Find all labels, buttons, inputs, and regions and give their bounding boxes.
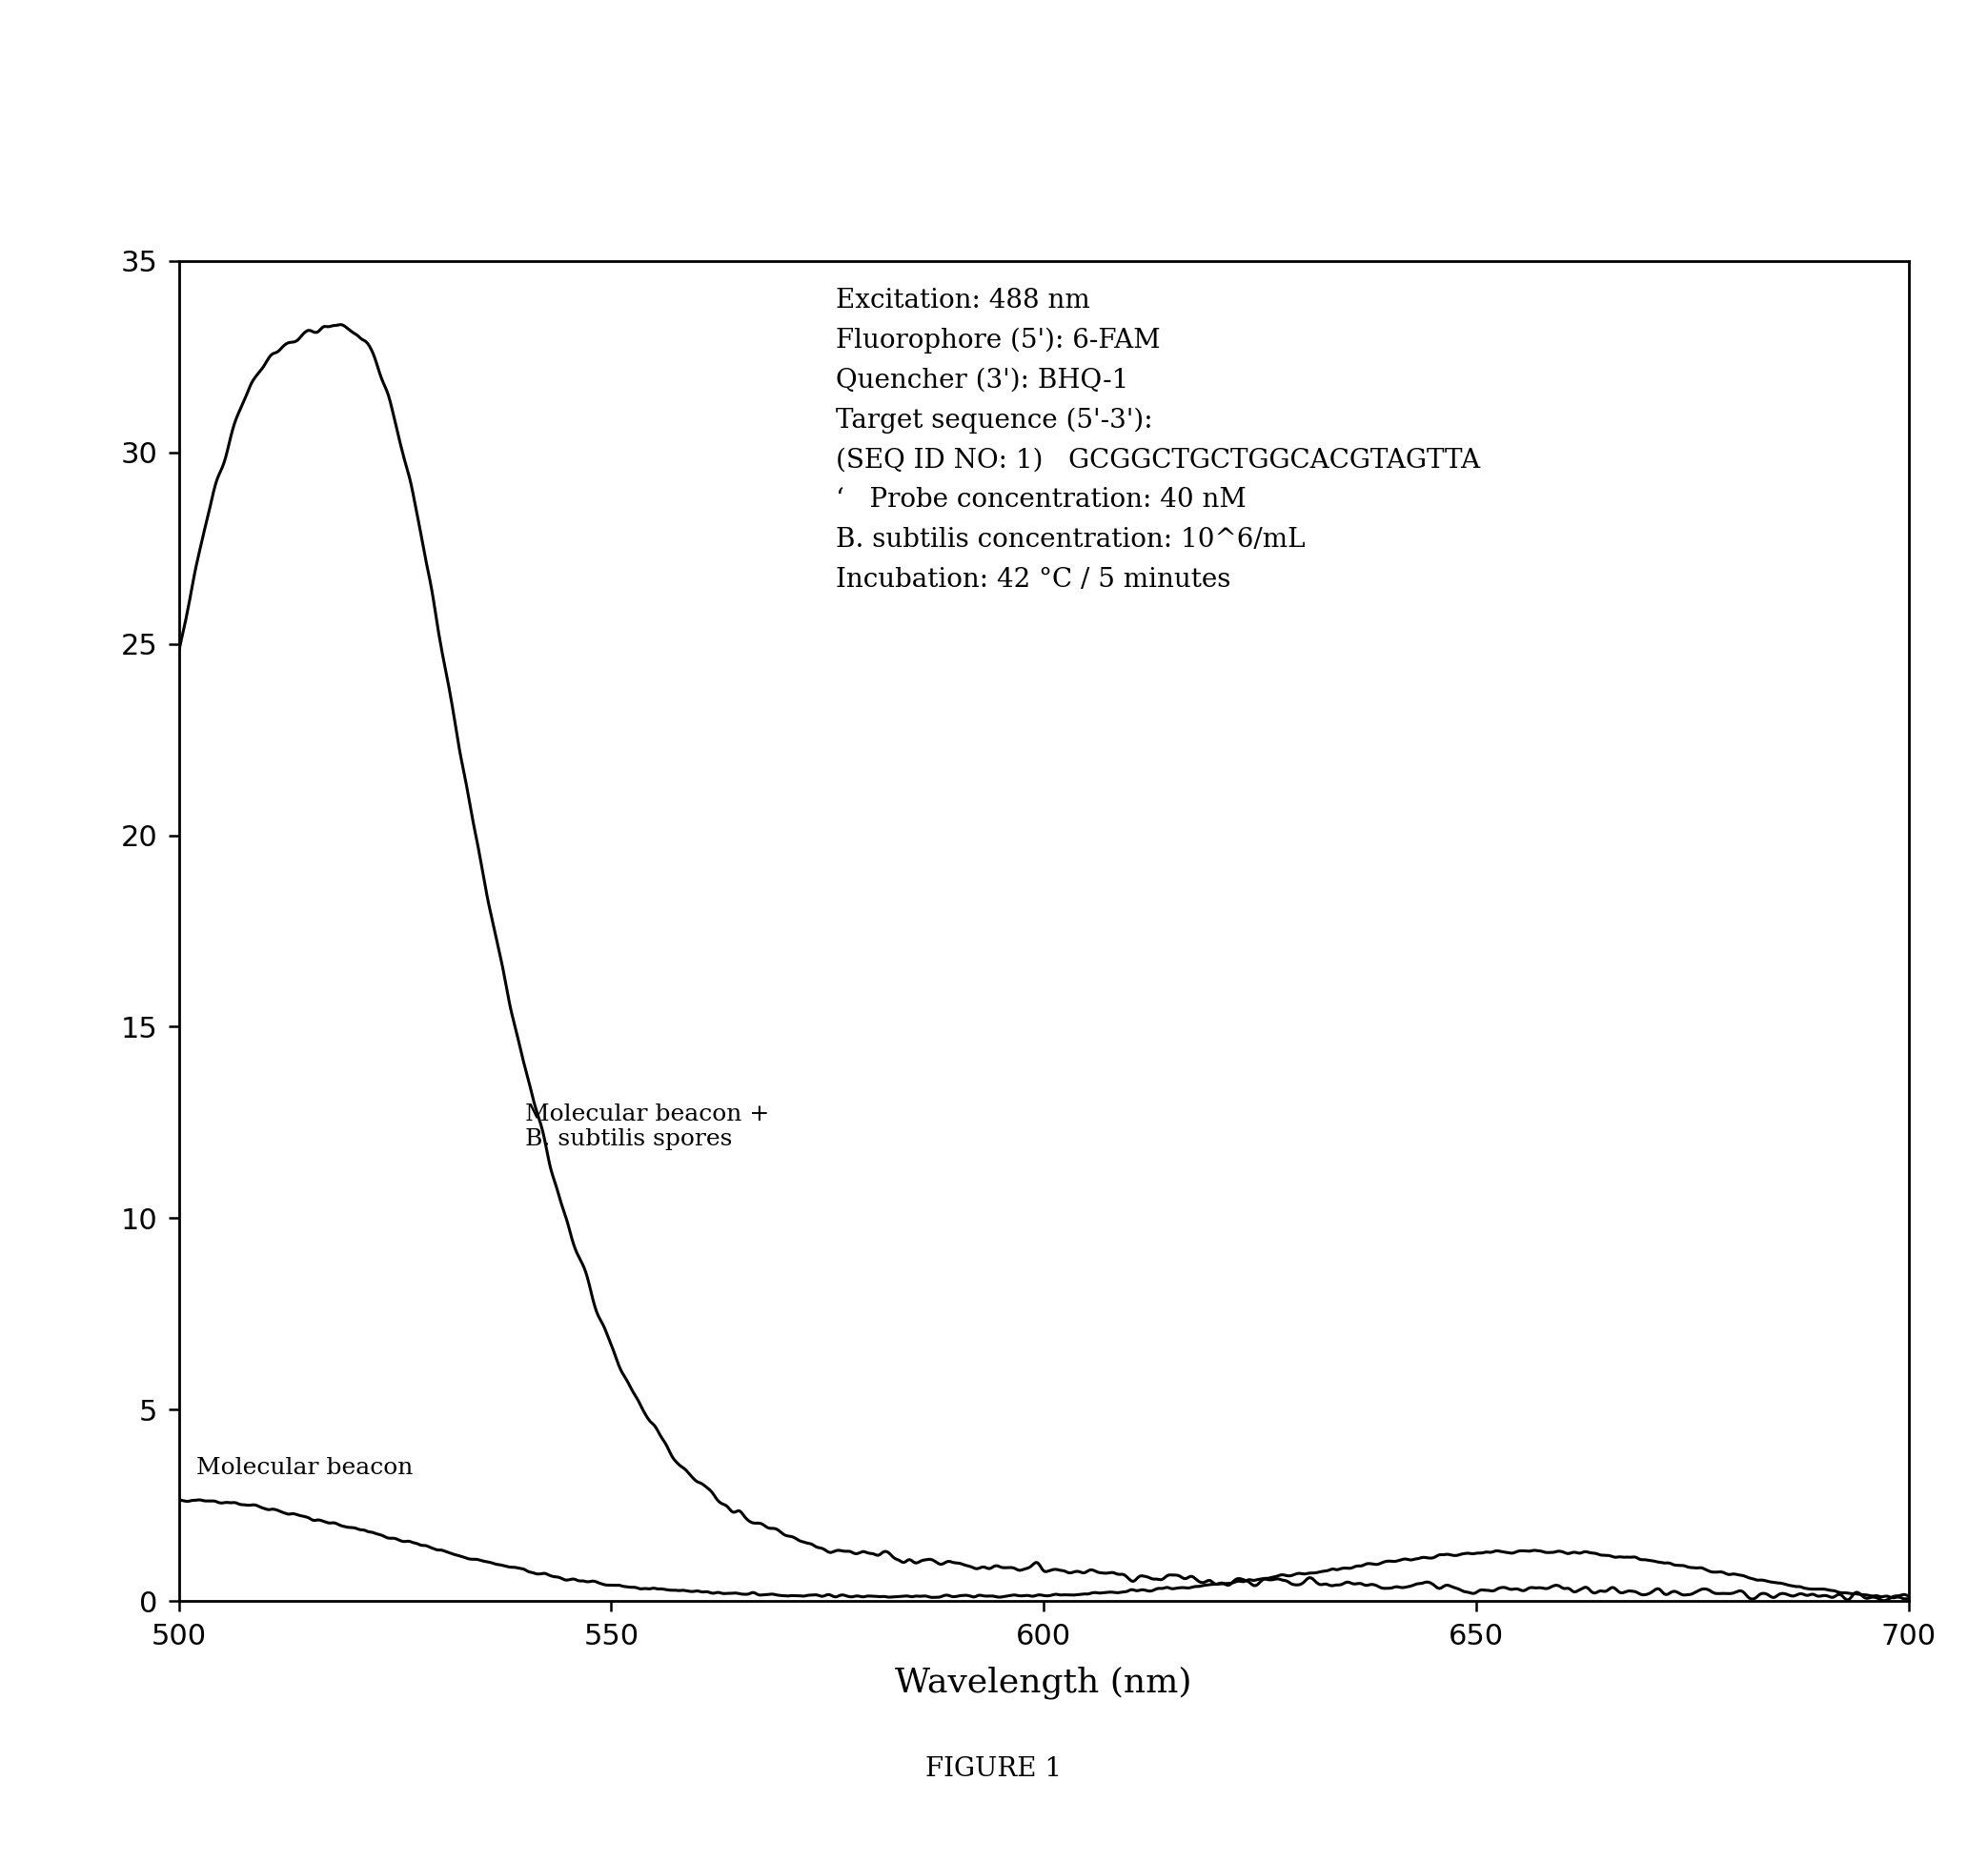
Text: Molecular beacon +
B. subtilis spores: Molecular beacon + B. subtilis spores [525,1104,769,1151]
Text: FIGURE 1: FIGURE 1 [926,1756,1062,1782]
X-axis label: Wavelength (nm): Wavelength (nm) [895,1666,1193,1698]
Text: Excitation: 488 nm
Fluorophore (5'): 6-FAM
Quencher (3'): BHQ-1
Target sequence : Excitation: 488 nm Fluorophore (5'): 6-F… [837,287,1481,592]
Text: Molecular beacon: Molecular beacon [197,1456,414,1478]
